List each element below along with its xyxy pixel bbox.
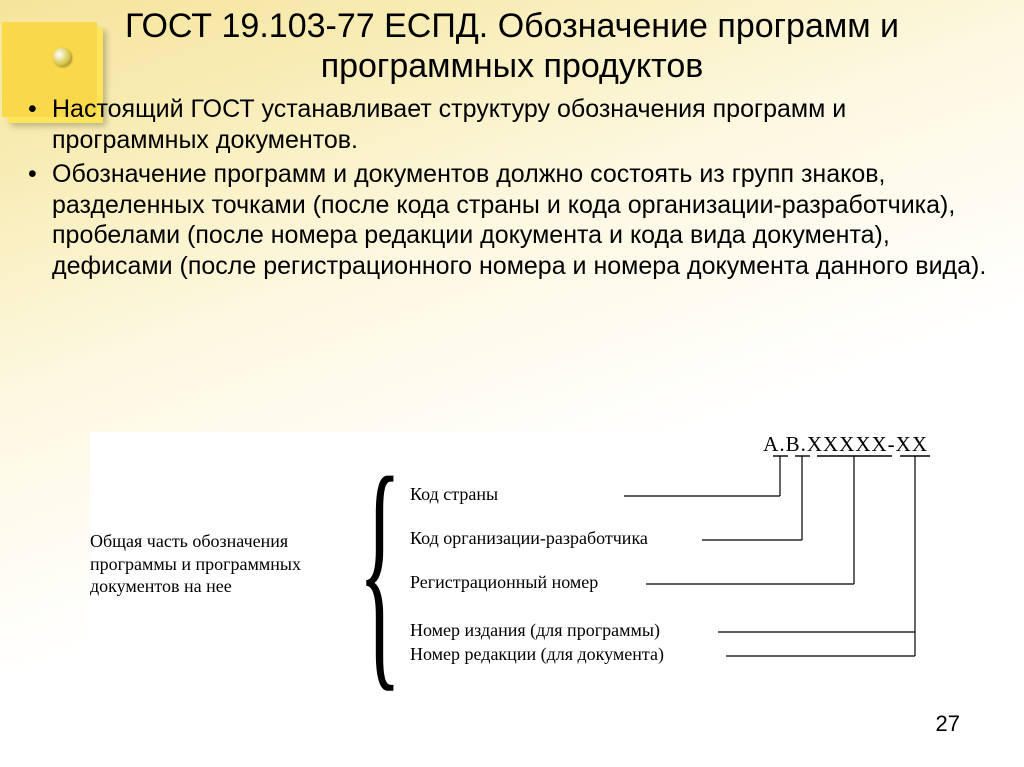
diagram-left-caption: Общая часть обозначения программы и прог… [90,530,350,598]
label-edition-number: Номер издания (для программы) [410,620,660,641]
slide-content: ГОСТ 19.103-77 ЕСПД. Обозначение програм… [0,0,1024,281]
page-number: 27 [936,711,960,737]
label-revision-number: Номер редакции (для документа) [410,644,664,665]
designation-diagram: Общая часть обозначения программы и прог… [90,432,990,732]
brace-icon: { [358,442,402,697]
label-reg-number: Регистрационный номер [410,572,598,593]
label-country-code: Код страны [410,484,498,505]
bullet-item: Обозначение программ и документов должно… [50,159,1002,281]
bullet-item: Настоящий ГОСТ устанавливает структуру о… [50,94,1002,155]
bullet-list: Настоящий ГОСТ устанавливает структуру о… [22,94,1002,281]
label-org-code: Код организации-разработчика [410,528,648,549]
slide-title: ГОСТ 19.103-77 ЕСПД. Обозначение програм… [22,6,1002,86]
diagram-right: A.B.XXXXX-XX Код страны Код организации-… [410,432,970,712]
